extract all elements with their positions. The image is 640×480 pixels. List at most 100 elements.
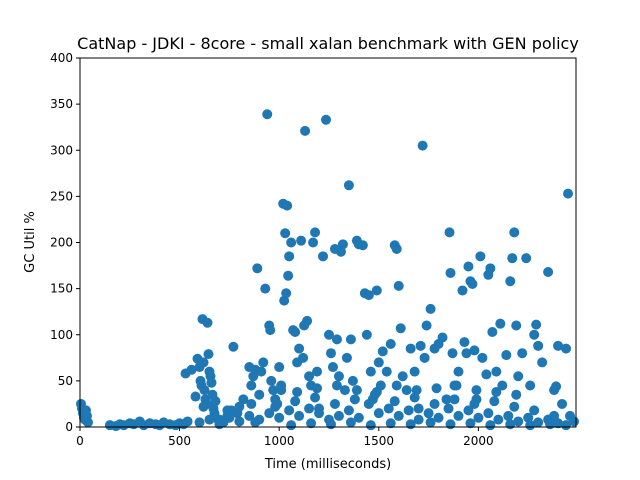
y-tick-label: 350 <box>50 97 73 111</box>
data-point <box>453 366 464 377</box>
data-point <box>551 381 562 392</box>
data-point <box>525 380 536 391</box>
data-point <box>401 385 412 396</box>
data-point <box>511 389 522 400</box>
data-point <box>260 283 271 294</box>
data-point <box>413 403 424 414</box>
data-point <box>214 419 225 430</box>
data-point <box>441 394 452 405</box>
data-point <box>302 315 313 326</box>
data-point <box>246 380 257 391</box>
y-tick-label: 400 <box>50 51 73 65</box>
data-point <box>252 263 263 274</box>
data-point <box>270 401 281 412</box>
data-point <box>425 303 436 314</box>
data-point <box>373 357 384 368</box>
data-point <box>310 227 321 238</box>
data-point <box>234 401 245 412</box>
data-point <box>312 383 323 394</box>
data-point <box>325 419 336 430</box>
data-point <box>290 396 301 407</box>
data-point <box>234 416 245 427</box>
data-point <box>444 227 455 238</box>
data-point <box>431 383 442 394</box>
data-point <box>327 362 338 373</box>
data-point <box>419 352 430 363</box>
data-point <box>377 346 388 357</box>
x-axis-ticks: 0 500 1000 1500 2000 <box>76 427 494 448</box>
data-point <box>274 412 285 423</box>
data-point <box>461 348 472 359</box>
data-point <box>509 401 520 412</box>
data-point <box>473 412 484 423</box>
data-point <box>423 408 434 419</box>
data-point <box>228 341 239 352</box>
data-point <box>529 405 540 416</box>
data-point <box>296 235 307 246</box>
data-point <box>258 357 269 368</box>
data-point <box>543 267 554 278</box>
data-point <box>415 340 426 351</box>
y-tick-label: 200 <box>50 236 73 250</box>
data-point <box>467 279 478 290</box>
data-point <box>561 343 572 354</box>
data-point <box>190 391 201 402</box>
data-point <box>300 125 311 136</box>
data-point <box>475 251 486 262</box>
data-point <box>493 414 504 425</box>
data-point <box>314 408 325 419</box>
data-point <box>361 329 372 340</box>
data-points <box>75 109 580 432</box>
data-point <box>246 398 257 409</box>
data-point <box>371 285 382 296</box>
data-point <box>495 318 506 329</box>
data-point <box>203 349 214 360</box>
data-point <box>281 288 292 299</box>
data-point <box>294 343 305 354</box>
data-point <box>511 320 522 331</box>
data-point <box>403 405 414 416</box>
data-point <box>517 348 528 359</box>
data-point <box>553 340 564 351</box>
data-point <box>308 237 319 248</box>
data-point <box>477 352 488 363</box>
data-point <box>82 417 93 428</box>
data-point <box>413 414 424 425</box>
data-point <box>533 340 544 351</box>
data-point <box>393 410 404 421</box>
data-point <box>381 366 392 377</box>
data-point <box>537 357 548 368</box>
data-point <box>365 420 376 431</box>
data-point <box>497 380 508 391</box>
data-point <box>329 398 340 409</box>
data-point <box>503 410 514 421</box>
data-point <box>256 366 267 377</box>
data-point <box>357 240 368 251</box>
data-point <box>343 405 354 416</box>
data-point <box>397 371 408 382</box>
data-point <box>391 243 402 254</box>
data-point <box>363 290 374 301</box>
data-point <box>483 408 494 419</box>
data-point <box>405 419 416 430</box>
data-point <box>186 364 197 375</box>
data-point <box>385 418 396 429</box>
y-tick-label: 100 <box>50 328 73 342</box>
data-point <box>280 228 291 239</box>
data-point <box>443 403 454 414</box>
data-point <box>437 332 448 343</box>
data-point <box>469 398 480 409</box>
data-point <box>282 200 293 211</box>
data-point <box>363 398 374 409</box>
data-point <box>383 403 394 414</box>
data-point <box>264 408 275 419</box>
data-point <box>489 396 500 407</box>
data-point <box>469 345 480 356</box>
data-point <box>292 386 303 397</box>
data-point <box>268 385 279 396</box>
data-point <box>505 276 516 287</box>
data-point <box>310 392 321 403</box>
data-point <box>531 319 542 330</box>
data-point <box>222 405 233 416</box>
